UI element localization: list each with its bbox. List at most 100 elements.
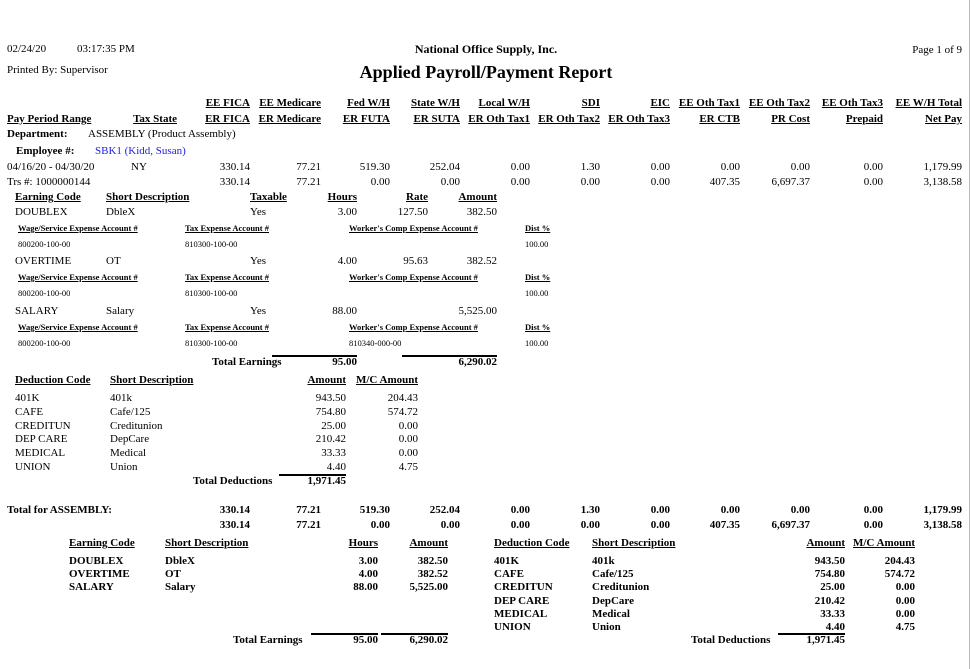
earning-amount: 5,525.00: [458, 305, 498, 317]
summary-deduction-mc-amount: 204.43: [884, 555, 915, 567]
department-total-value: 0.00: [510, 504, 530, 516]
summary-earnings-header: Earning Code: [69, 537, 135, 549]
employee-tax-value: 0.00: [650, 176, 670, 188]
earnings-header: Earning Code: [15, 191, 81, 203]
print-time: 03:17:35 PM: [77, 43, 135, 55]
department-label: Department:: [7, 128, 68, 140]
employee-tax-value: 519.30: [359, 161, 390, 173]
summary-earning-code: DOUBLEX: [69, 555, 124, 567]
deduction-code: MEDICAL: [15, 447, 66, 460]
employee-tax-value: 0.00: [370, 176, 390, 188]
tax-expense-account: 810300-100-00: [185, 338, 238, 348]
page-edge-divider: [969, 0, 970, 669]
earning-taxable: Yes: [250, 305, 267, 317]
column-header: Prepaid: [845, 113, 883, 125]
column-header: ER SUTA: [413, 113, 460, 125]
deductions-header: Deduction Code: [15, 374, 91, 386]
wage-expense-account: 800200-100-00: [18, 239, 71, 249]
summary-total-earnings-label: Total Earnings: [233, 634, 303, 646]
department-total-value: 407.35: [709, 519, 740, 531]
employee-tax-value: 0.00: [720, 161, 740, 173]
workers-comp-account: 810340-000-00: [349, 338, 402, 348]
department-total-value: 0.00: [650, 519, 670, 531]
column-header: Net Pay: [925, 113, 962, 125]
summary-total-hours: 95.00: [353, 634, 378, 646]
deduction-code: CAFE: [15, 405, 44, 418]
account-header: Dist %: [525, 223, 551, 233]
column-header: ER Oth Tax1: [468, 113, 530, 125]
summary-earning-hours: 3.00: [358, 555, 378, 567]
summary-earnings-header: Short Description: [165, 537, 249, 549]
department-total-value: 77.21: [296, 519, 321, 531]
deduction-code: DEP CARE: [15, 433, 68, 446]
deduction-code: UNION: [15, 461, 51, 473]
summary-deduction-description: Cafe/125: [592, 568, 634, 581]
account-header: Tax Expense Account #: [185, 223, 269, 233]
earning-rate: 127.50: [397, 206, 428, 218]
employee-tax-value: 0.00: [510, 176, 530, 188]
summary-earnings-header: Hours: [348, 537, 378, 549]
department-total-value: 330.14: [219, 519, 250, 531]
department-total-value: 0.00: [580, 519, 600, 531]
summary-deduction-code: MEDICAL: [494, 607, 548, 620]
deduction-mc-amount: 204.43: [387, 392, 418, 404]
total-deductions-amount: 1,971.45: [307, 475, 347, 487]
column-header: EE Oth Tax3: [821, 97, 883, 109]
department-total-value: 0.00: [720, 504, 740, 516]
employee-tax-value: 252.04: [429, 161, 460, 173]
summary-deductions-header: Deduction Code: [494, 537, 570, 549]
report-title: Applied Payroll/Payment Report: [359, 62, 613, 82]
employee-tax-value: 6,697.37: [771, 176, 811, 188]
total-deductions-rule: [279, 474, 346, 476]
tax-state: NY: [131, 161, 147, 173]
employee-tax-value: 407.35: [709, 176, 740, 188]
department-total-value: 0.00: [863, 504, 883, 516]
earnings-header: Amount: [458, 191, 497, 203]
summary-earning-description: DbleX: [165, 555, 195, 567]
account-header: Wage/Service Expense Account #: [18, 322, 138, 332]
column-header: Fed W/H: [347, 97, 390, 109]
account-header: Tax Expense Account #: [185, 272, 269, 282]
summary-deductions-header: Short Description: [592, 537, 676, 549]
earning-rate: 95.63: [403, 255, 428, 267]
summary-earning-hours: 4.00: [358, 568, 378, 580]
deduction-description: Cafe/125: [110, 405, 151, 418]
summary-deduction-amount: 210.42: [814, 594, 845, 607]
earning-taxable: Yes: [250, 255, 267, 267]
deductions-header: Short Description: [110, 374, 194, 386]
account-header: Wage/Service Expense Account #: [18, 223, 138, 233]
summary-earning-code: SALARY: [69, 581, 114, 593]
summary-deduction-mc-amount: 574.72: [884, 568, 915, 581]
summary-deductions-header: M/C Amount: [852, 537, 915, 549]
employee-tax-value: 77.21: [296, 161, 321, 173]
deduction-description: 401k: [110, 392, 132, 404]
employee-tax-value: 3,138.58: [923, 176, 963, 188]
account-header: Worker's Comp Expense Account #: [349, 223, 478, 233]
column-header: ER CTB: [699, 113, 740, 125]
deduction-amount: 25.00: [321, 419, 346, 432]
summary-deductions-header: Amount: [806, 537, 845, 549]
department-total-value: 3,138.58: [923, 519, 963, 531]
account-header: Dist %: [525, 272, 551, 282]
summary-earning-hours: 88.00: [353, 581, 378, 593]
summary-deduction-mc-amount: 0.00: [895, 581, 915, 594]
total-deductions-label: Total Deductions: [193, 475, 273, 487]
earnings-header: Taxable: [250, 191, 287, 203]
deduction-mc-amount: 574.72: [387, 405, 418, 418]
column-header: ER FUTA: [342, 113, 390, 125]
transaction-number: Trs #: 1000000144: [7, 176, 91, 188]
earning-description: OT: [106, 255, 121, 267]
employee-tax-value: 1.30: [580, 161, 600, 173]
employee-link[interactable]: SBK1 (Kidd, Susan): [95, 145, 186, 157]
department-total-value: 6,697.37: [771, 519, 811, 531]
summary-deduction-amount: 4.40: [825, 621, 845, 633]
department-total-value: 519.30: [359, 504, 390, 516]
department-total-label: Total for ASSEMBLY:: [7, 504, 112, 516]
deduction-amount: 210.42: [315, 433, 346, 446]
column-header: ER Oth Tax3: [608, 113, 670, 125]
earning-code: DOUBLEX: [15, 206, 68, 218]
earning-code: SALARY: [15, 305, 59, 317]
earning-amount: 382.50: [466, 206, 497, 218]
department-total-value: 0.00: [510, 519, 530, 531]
earning-hours: 3.00: [337, 206, 357, 218]
